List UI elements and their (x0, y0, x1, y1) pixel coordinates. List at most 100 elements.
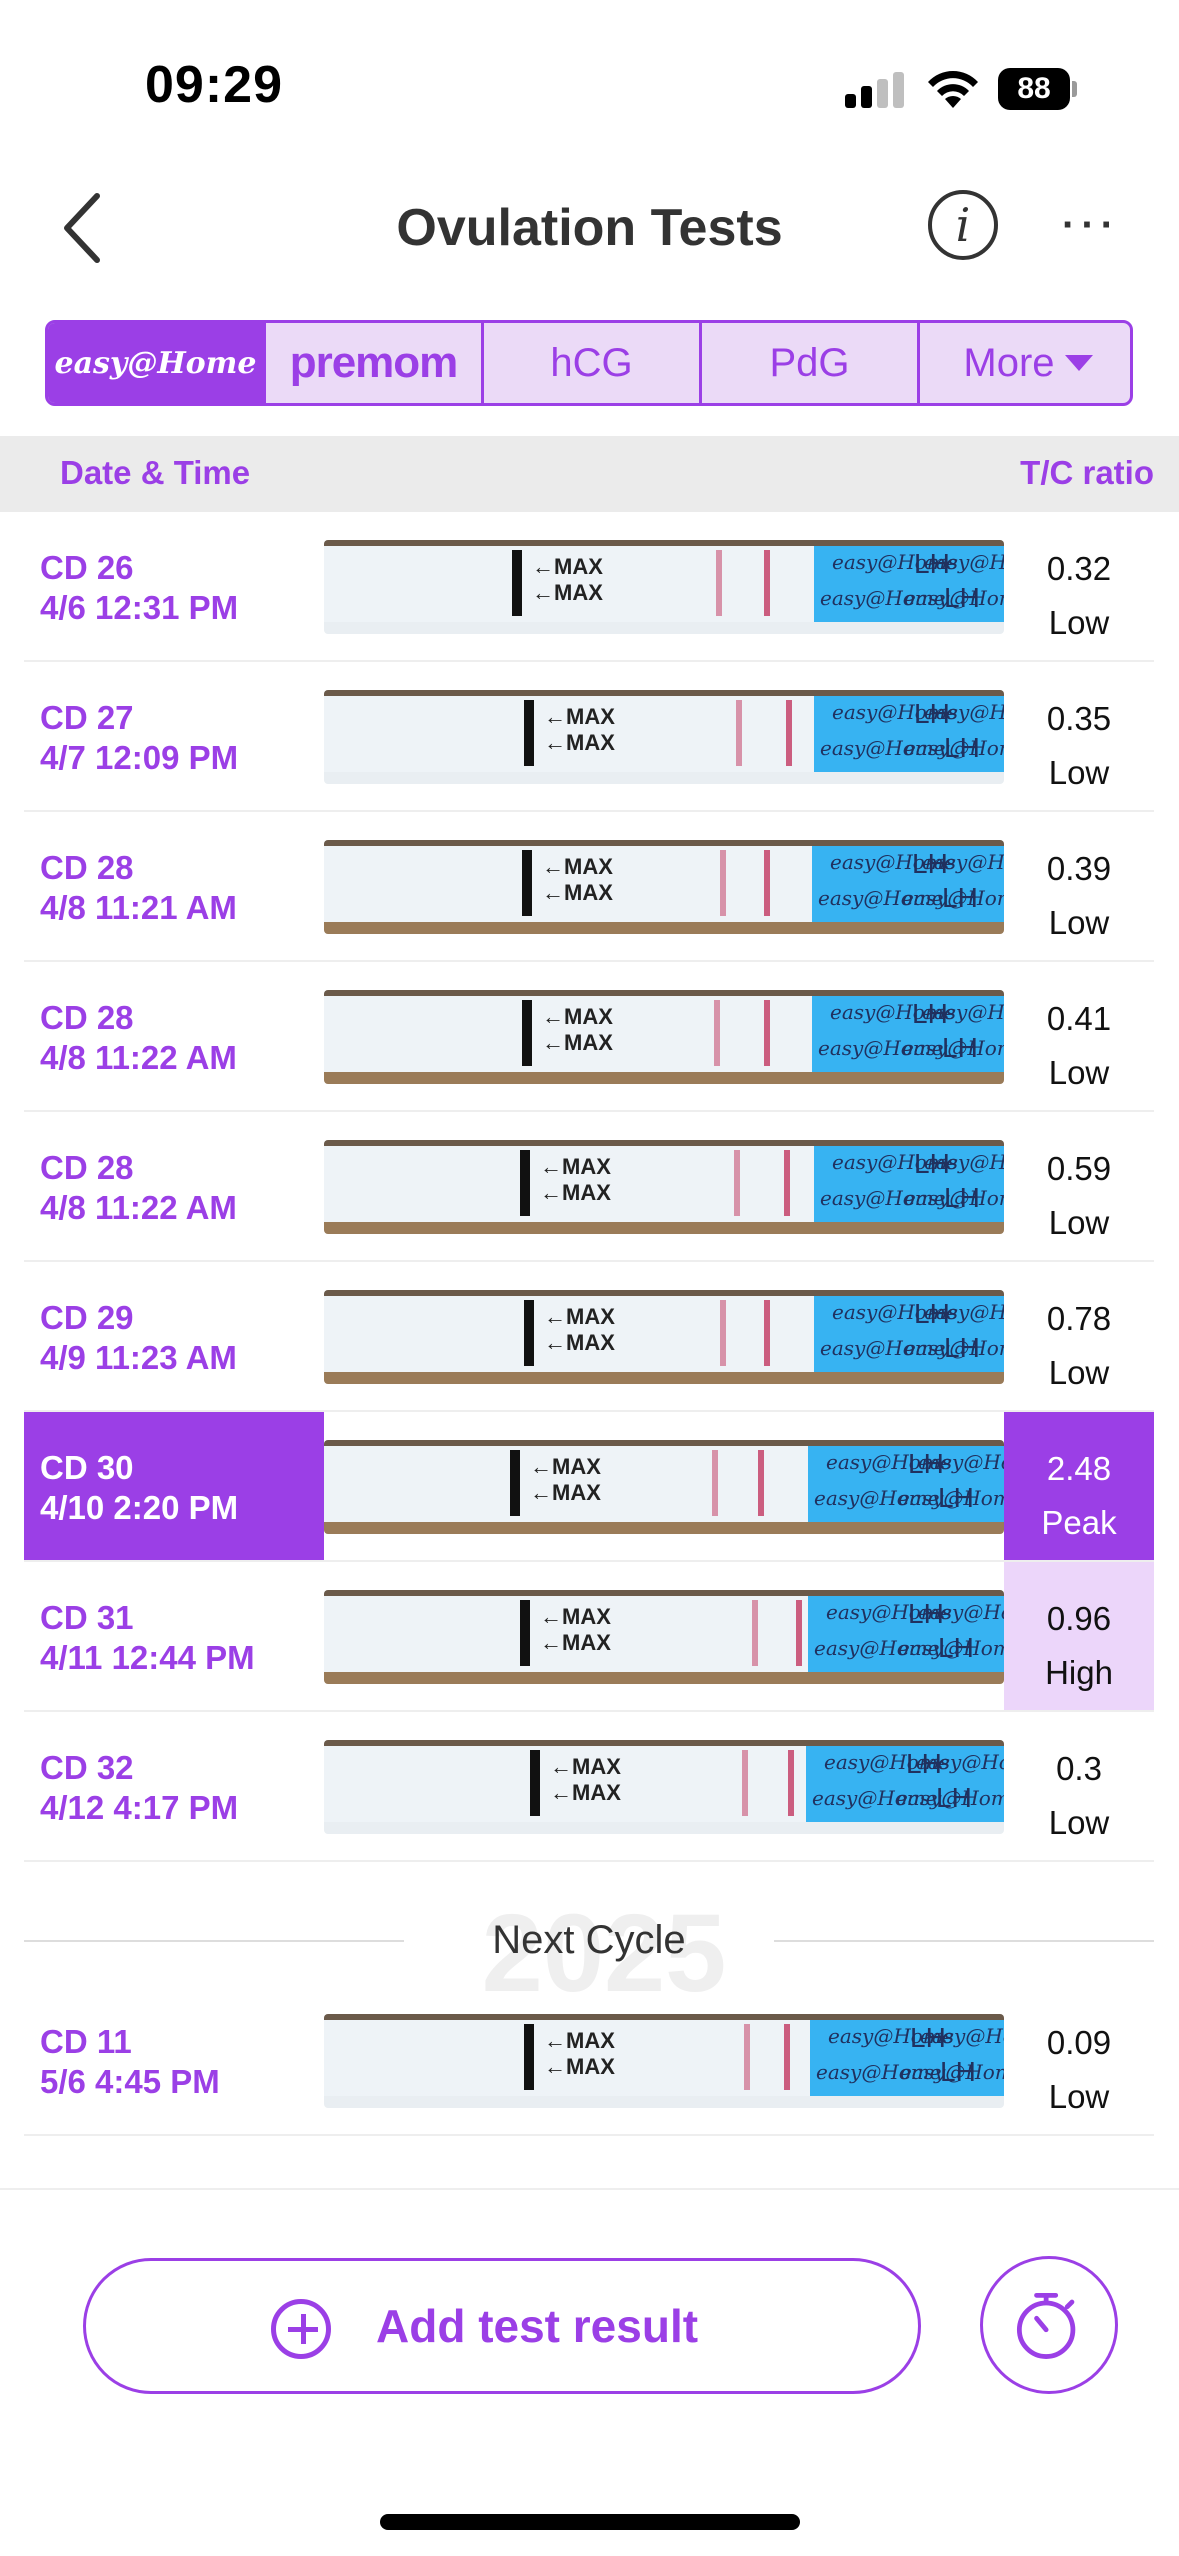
strip-marker (530, 1750, 540, 1816)
test-strip-photo[interactable]: ←MAX←MAX easy@Homeeasy@Homeeasy@Homeeasy@… (324, 840, 1004, 934)
tc-ratio-value: 0.59 (1046, 1150, 1112, 1187)
test-strip-photo[interactable]: ←MAX←MAX easy@Homeeasy@Homeeasy@Homeeasy@… (324, 1140, 1004, 1234)
test-result-row[interactable]: CD 27 4/7 12:09 PM ←MAX ←MAX easy@Home easy@H… (24, 662, 1154, 812)
strip-marker (510, 1450, 520, 1516)
info-icon[interactable]: i (928, 190, 998, 260)
test-timestamp: 4/11 12:44 PM (40, 1639, 255, 1676)
status-bar: 09:29 88 (0, 0, 1179, 150)
control-line (764, 1000, 770, 1066)
strip-max-label: ←MAX (544, 704, 615, 729)
test-date-time: CD 30 4/10 2:20 PM (24, 1412, 324, 1560)
test-timestamp: 4/8 11:22 AM (40, 1039, 237, 1076)
test-strip-photo[interactable]: ←MAX←MAX easy@Homeeasy@Homeeasy@Homeeasy@… (324, 540, 1004, 634)
test-timestamp: 4/8 11:21 AM (40, 889, 237, 926)
add-test-result-button[interactable]: Add test result (83, 2258, 921, 2394)
strip-marker (520, 1600, 530, 1666)
test-strip-photo[interactable]: ←MAX←MAX easy@Homeeasy@Homeeasy@Homeeasy@… (324, 1590, 1004, 1684)
test-strip-photo[interactable]: ←MAX←MAX easy@Homeeasy@Homeeasy@Homeeasy@… (324, 1440, 1004, 1534)
tab-easy-home[interactable]: easy@Home (48, 323, 266, 403)
tc-ratio-cell: 0.35 Low (1004, 662, 1154, 810)
strip-marker (524, 1300, 534, 1366)
tc-ratio-value: 2.48 (1046, 1450, 1112, 1487)
year-watermark: 2025 (481, 1892, 727, 2015)
lh-level-label: Low (1048, 904, 1110, 941)
test-result-row[interactable]: CD 28 4/8 11:22 AM ←MAX ←MAX easy@Home easy@H… (24, 962, 1154, 1112)
caret-down-icon (1064, 355, 1093, 371)
cycle-day: CD 32 (40, 1749, 134, 1786)
test-date-time: CD 31 4/11 12:44 PM (24, 1562, 324, 1710)
test-line (742, 1750, 748, 1816)
test-strip-photo[interactable]: ←MAX←MAX easy@Homeeasy@Homeeasy@Homeeasy@… (324, 990, 1004, 1084)
cycle-day: CD 26 (40, 549, 134, 586)
tab-hcg[interactable]: hCG (484, 323, 702, 403)
date-time-header: Date & Time (60, 454, 251, 491)
cycle-day: CD 31 (40, 1599, 134, 1636)
tc-ratio-cell: 0.3 Low (1004, 1712, 1154, 1860)
control-line (764, 550, 770, 616)
cycle-day: CD 28 (40, 999, 134, 1036)
test-strip-photo[interactable]: ←MAX←MAX easy@Homeeasy@Homeeasy@Homeeasy@… (324, 1290, 1004, 1384)
cycle-day: CD 28 (40, 1149, 134, 1186)
strip-max-label: ←MAX (540, 1180, 611, 1205)
tab-easy-home-label: easy@Home (54, 345, 257, 381)
test-date-time: CD 32 4/12 4:17 PM (24, 1712, 324, 1860)
test-result-row[interactable]: CD 115/6 4:45 PM ←MAX←MAX easy@Homeeasy@Ho… (24, 1986, 1154, 2136)
strip-max-label: ←MAX (530, 1480, 601, 1505)
test-line (752, 1600, 758, 1666)
test-timestamp: 4/7 12:09 PM (40, 739, 239, 776)
lh-level-label: Low (1048, 604, 1110, 641)
test-result-row[interactable]: CD 32 4/12 4:17 PM ←MAX ←MAX easy@Home easy@H… (24, 1712, 1154, 1862)
tab-premom[interactable]: premom (266, 323, 484, 403)
test-strip-photo[interactable]: ←MAX←MAX easy@Homeeasy@Homeeasy@Homeeasy@… (324, 1740, 1004, 1834)
test-result-row[interactable]: CD 28 4/8 11:22 AM ←MAX ←MAX easy@Home easy@H… (24, 1112, 1154, 1262)
strip-max-label: ←MAX (542, 880, 613, 905)
test-type-tabs: easy@Home premom hCG PdG More (45, 320, 1133, 406)
timer-button[interactable] (980, 2256, 1118, 2394)
list-header: Date & Time T/C ratio (0, 436, 1179, 512)
strip-max-label: ←MAX (544, 1330, 615, 1355)
test-result-row[interactable]: CD 30 4/10 2:20 PM ←MAX ←MAX easy@Home easy@H… (24, 1412, 1154, 1562)
tab-more[interactable]: More (920, 323, 1130, 403)
test-line (716, 550, 722, 616)
tab-pdg-label: PdG (769, 340, 850, 385)
test-strip-photo[interactable]: ←MAX←MAX easy@Homeeasy@Homeeasy@Homeeasy@… (324, 690, 1004, 784)
control-line (786, 700, 792, 766)
test-date-time: CD 28 4/8 11:21 AM (24, 812, 324, 960)
test-line (720, 850, 726, 916)
page-title: Ovulation Tests (396, 199, 783, 257)
cellular-signal-icon (845, 72, 907, 108)
test-result-row[interactable]: CD 26 4/6 12:31 PM ←MAX ←MAX easy@Home easy@H… (24, 512, 1154, 662)
strip-max-label: ←MAX (544, 2028, 615, 2053)
test-result-row[interactable]: CD 28 4/8 11:21 AM ←MAX ←MAX easy@Home easy@H… (24, 812, 1154, 962)
tc-ratio-cell: 0.78 Low (1004, 1262, 1154, 1410)
test-result-row[interactable]: CD 31 4/11 12:44 PM ←MAX ←MAX easy@Home easy@… (24, 1562, 1154, 1712)
divider (0, 2188, 1179, 2190)
control-line (784, 1150, 790, 1216)
control-line (758, 1450, 764, 1516)
ellipsis-icon[interactable]: ··· (1062, 203, 1120, 247)
lh-level-label: High (1045, 1654, 1113, 1691)
strip-max-label: ←MAX (530, 1454, 601, 1479)
test-result-row[interactable]: CD 29 4/9 11:23 AM ←MAX ←MAX easy@Home easy@H… (24, 1262, 1154, 1412)
strip-max-label: ←MAX (542, 854, 613, 879)
strip-max-label: ←MAX (544, 2054, 615, 2079)
lh-level-label: Low (1048, 754, 1110, 791)
test-line (744, 2024, 750, 2090)
chevron-left-icon[interactable] (55, 188, 115, 268)
nav-header: Ovulation Tests i ··· (0, 160, 1179, 290)
strip-max-label: ←MAX (532, 580, 603, 605)
tc-ratio-cell: 0.41 Low (1004, 962, 1154, 1110)
tab-premom-label: premom (289, 338, 459, 387)
lh-level-label: Peak (1041, 1504, 1117, 1541)
test-timestamp: 4/12 4:17 PM (40, 1789, 239, 1826)
add-test-result-label: Add test result (376, 2300, 699, 2352)
test-strip-photo[interactable]: ←MAX←MAX easy@Homeeasy@Homeeasy@Homeeasy@… (324, 2014, 1004, 2108)
strip-max-label: ←MAX (544, 730, 615, 755)
tab-pdg[interactable]: PdG (702, 323, 920, 403)
